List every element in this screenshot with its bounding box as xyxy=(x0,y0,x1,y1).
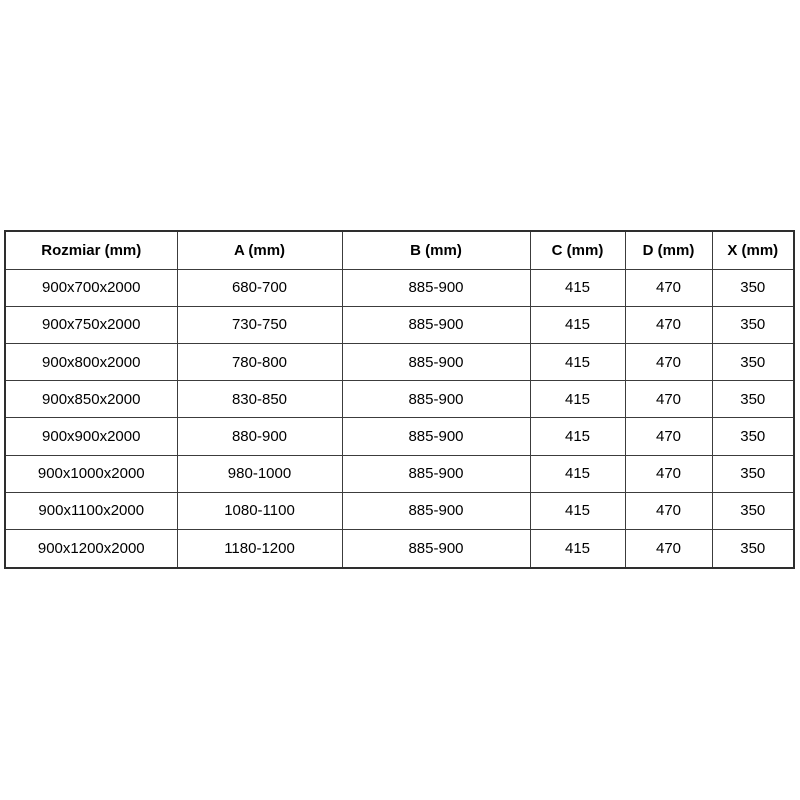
column-header-b: B (mm) xyxy=(341,230,531,270)
cell-size: 900x700x2000 xyxy=(4,268,178,307)
table-row: 900x750x2000 730-750 885-900 415 470 350 xyxy=(4,305,795,344)
cell-size: 900x1000x2000 xyxy=(4,454,178,493)
cell-size: 900x850x2000 xyxy=(4,380,178,419)
cell-b: 885-900 xyxy=(341,268,531,307)
cell-x: 350 xyxy=(711,454,795,493)
cell-a: 1080-1100 xyxy=(176,491,343,531)
table-row: 900x850x2000 830-850 885-900 415 470 350 xyxy=(4,380,795,419)
table-row: 900x800x2000 780-800 885-900 415 470 350 xyxy=(4,342,795,382)
cell-d: 470 xyxy=(624,529,713,569)
cell-c: 415 xyxy=(529,529,626,569)
cell-a: 1180-1200 xyxy=(176,529,343,569)
column-header-rozmiar: Rozmiar (mm) xyxy=(4,230,178,270)
cell-a: 980-1000 xyxy=(176,454,343,493)
cell-size: 900x800x2000 xyxy=(4,342,178,382)
cell-d: 470 xyxy=(624,491,713,531)
column-header-x: X (mm) xyxy=(711,230,795,270)
cell-c: 415 xyxy=(529,268,626,307)
table-row: 900x1200x2000 1180-1200 885-900 415 470 … xyxy=(4,529,795,569)
cell-b: 885-900 xyxy=(341,305,531,344)
cell-b: 885-900 xyxy=(341,342,531,382)
cell-b: 885-900 xyxy=(341,417,531,456)
table-header-row: Rozmiar (mm) A (mm) B (mm) C (mm) D (mm)… xyxy=(4,230,795,270)
cell-size: 900x1100x2000 xyxy=(4,491,178,531)
cell-b: 885-900 xyxy=(341,454,531,493)
cell-x: 350 xyxy=(711,380,795,419)
cell-d: 470 xyxy=(624,417,713,456)
cell-x: 350 xyxy=(711,305,795,344)
cell-d: 470 xyxy=(624,268,713,307)
cell-x: 350 xyxy=(711,268,795,307)
column-header-c: C (mm) xyxy=(529,230,626,270)
cell-a: 680-700 xyxy=(176,268,343,307)
table-row: 900x1000x2000 980-1000 885-900 415 470 3… xyxy=(4,454,795,493)
cell-a: 780-800 xyxy=(176,342,343,382)
cell-size: 900x900x2000 xyxy=(4,417,178,456)
cell-b: 885-900 xyxy=(341,529,531,569)
cell-x: 350 xyxy=(711,529,795,569)
cell-x: 350 xyxy=(711,417,795,456)
cell-d: 470 xyxy=(624,342,713,382)
cell-d: 470 xyxy=(624,454,713,493)
column-header-d: D (mm) xyxy=(624,230,713,270)
cell-x: 350 xyxy=(711,491,795,531)
cell-b: 885-900 xyxy=(341,380,531,419)
cell-a: 830-850 xyxy=(176,380,343,419)
table-row: 900x1100x2000 1080-1100 885-900 415 470 … xyxy=(4,491,795,531)
cell-x: 350 xyxy=(711,342,795,382)
cell-size: 900x1200x2000 xyxy=(4,529,178,569)
cell-c: 415 xyxy=(529,491,626,531)
dimensions-table-container: Rozmiar (mm) A (mm) B (mm) C (mm) D (mm)… xyxy=(4,230,795,569)
column-header-a: A (mm) xyxy=(176,230,343,270)
cell-c: 415 xyxy=(529,380,626,419)
cell-c: 415 xyxy=(529,417,626,456)
table-row: 900x900x2000 880-900 885-900 415 470 350 xyxy=(4,417,795,456)
cell-d: 470 xyxy=(624,380,713,419)
cell-a: 730-750 xyxy=(176,305,343,344)
cell-c: 415 xyxy=(529,454,626,493)
cell-d: 470 xyxy=(624,305,713,344)
cell-b: 885-900 xyxy=(341,491,531,531)
cell-c: 415 xyxy=(529,305,626,344)
dimensions-table: Rozmiar (mm) A (mm) B (mm) C (mm) D (mm)… xyxy=(4,230,795,569)
cell-c: 415 xyxy=(529,342,626,382)
cell-a: 880-900 xyxy=(176,417,343,456)
cell-size: 900x750x2000 xyxy=(4,305,178,344)
table-row: 900x700x2000 680-700 885-900 415 470 350 xyxy=(4,268,795,307)
